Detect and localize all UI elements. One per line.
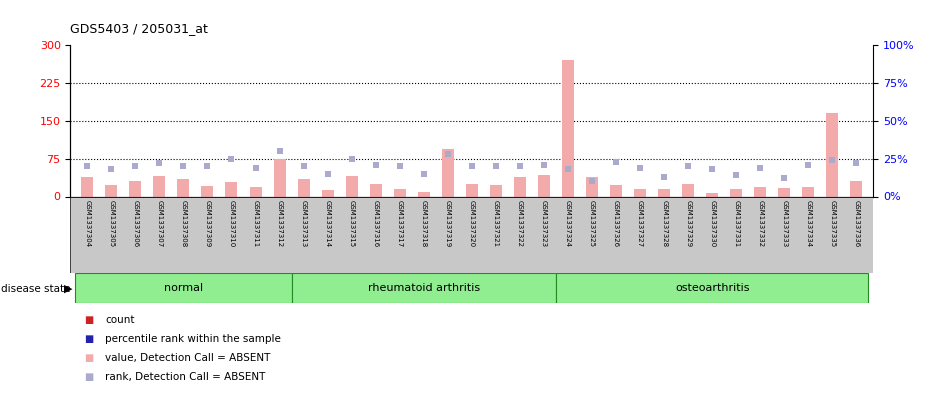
Bar [851,181,862,196]
Text: GSM1337316: GSM1337316 [373,200,378,248]
Bar [706,193,718,196]
Text: GSM1337335: GSM1337335 [829,200,836,248]
Text: GSM1337305: GSM1337305 [108,200,115,248]
Text: GSM1337328: GSM1337328 [661,200,667,248]
Text: ▶: ▶ [64,284,72,294]
Bar [538,175,550,196]
Bar [75,273,292,303]
Text: GSM1337318: GSM1337318 [421,200,426,248]
Text: GSM1337306: GSM1337306 [132,200,138,248]
Bar [442,149,454,196]
Bar [393,189,406,196]
Text: GSM1337334: GSM1337334 [806,200,811,248]
Text: GSM1337324: GSM1337324 [565,200,571,247]
Text: GSM1337332: GSM1337332 [757,200,763,248]
Bar [490,185,501,196]
Bar [586,177,598,196]
Text: GSM1337307: GSM1337307 [157,200,162,248]
Bar [346,176,358,196]
Bar [682,184,694,196]
Bar [418,193,430,196]
Bar [273,159,285,196]
Text: GSM1337319: GSM1337319 [445,200,451,248]
Text: normal: normal [163,283,203,293]
Bar [370,184,382,196]
Text: GSM1337336: GSM1337336 [854,200,859,248]
Text: GSM1337304: GSM1337304 [85,200,90,248]
Bar [658,189,670,196]
Bar [731,189,742,196]
Bar [802,187,814,196]
Bar [610,185,622,196]
Text: disease state: disease state [1,284,70,294]
Bar [634,189,646,196]
Bar [562,60,574,196]
Bar [82,177,93,196]
Text: GSM1337311: GSM1337311 [253,200,258,248]
Bar [556,273,869,303]
Bar [153,176,165,196]
Text: GSM1337322: GSM1337322 [517,200,523,247]
Bar [105,185,117,196]
Text: GSM1337312: GSM1337312 [277,200,283,248]
Text: GSM1337317: GSM1337317 [397,200,403,248]
Bar [250,187,262,196]
Text: GSM1337315: GSM1337315 [348,200,355,248]
Bar [202,186,213,196]
Text: count: count [105,315,134,325]
Text: ■: ■ [85,372,94,382]
Bar [70,196,873,273]
Text: GSM1337326: GSM1337326 [613,200,619,248]
Text: ■: ■ [85,334,94,344]
Text: GSM1337331: GSM1337331 [733,200,739,248]
Bar [754,187,766,196]
Bar [298,179,310,196]
Text: ■: ■ [85,353,94,363]
Text: rank, Detection Call = ABSENT: rank, Detection Call = ABSENT [105,372,266,382]
Text: GSM1337309: GSM1337309 [205,200,210,248]
Text: GSM1337333: GSM1337333 [781,200,787,248]
Bar [826,113,839,196]
Text: GSM1337314: GSM1337314 [325,200,331,248]
Bar [177,179,190,196]
Text: osteoarthritis: osteoarthritis [675,283,749,293]
Text: percentile rank within the sample: percentile rank within the sample [105,334,281,344]
Text: GSM1337327: GSM1337327 [637,200,643,248]
Text: GSM1337321: GSM1337321 [493,200,499,248]
Text: GSM1337323: GSM1337323 [541,200,546,248]
Bar [514,177,526,196]
Bar [322,191,333,196]
Bar [778,188,791,196]
Text: GSM1337320: GSM1337320 [469,200,475,248]
Text: rheumatoid arthritis: rheumatoid arthritis [368,283,480,293]
Text: GSM1337325: GSM1337325 [589,200,595,247]
Text: GSM1337330: GSM1337330 [709,200,716,248]
Text: value, Detection Call = ABSENT: value, Detection Call = ABSENT [105,353,270,363]
Text: GSM1337308: GSM1337308 [180,200,187,248]
Text: GSM1337310: GSM1337310 [228,200,235,248]
Text: GDS5403 / 205031_at: GDS5403 / 205031_at [70,22,208,35]
Bar [292,273,556,303]
Bar [466,184,478,196]
Bar [225,182,238,196]
Text: GSM1337329: GSM1337329 [685,200,691,248]
Text: GSM1337313: GSM1337313 [300,200,307,248]
Text: ■: ■ [85,315,94,325]
Bar [130,181,142,196]
